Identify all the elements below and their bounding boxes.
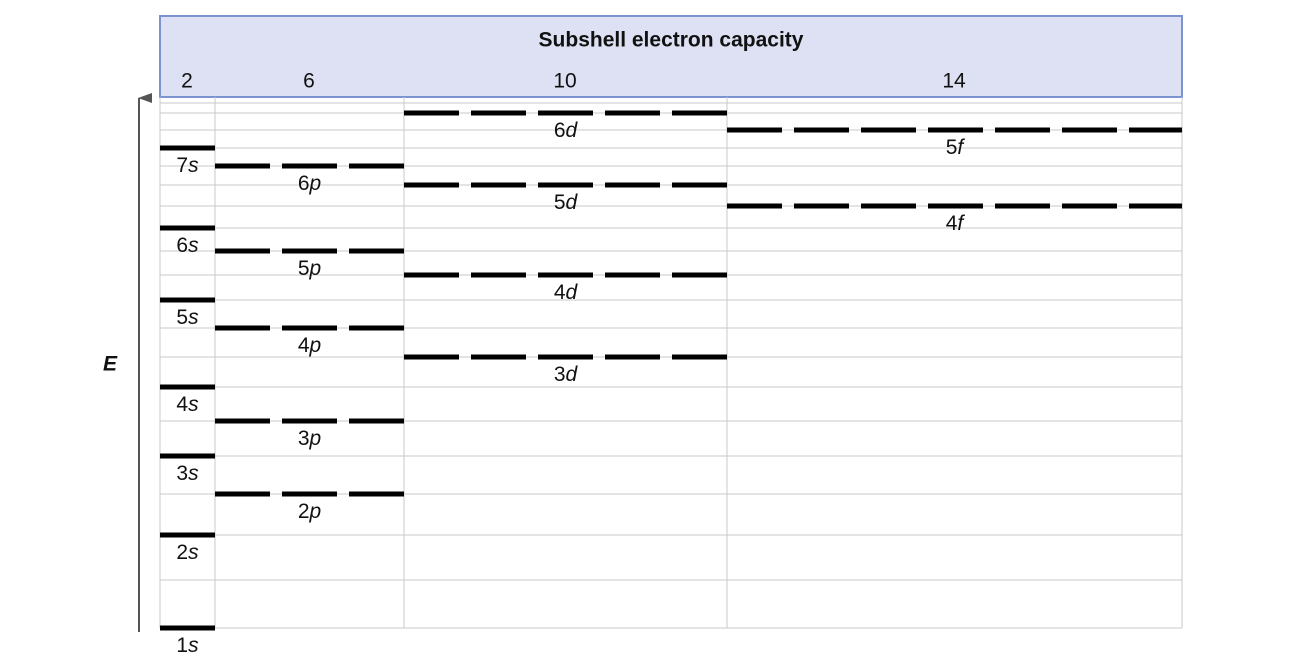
- orbital-label: 5f: [946, 136, 966, 159]
- orbital-label: 6p: [298, 172, 321, 195]
- orbital-label: 4f: [946, 212, 966, 235]
- orbital-label: 2s: [176, 541, 199, 564]
- orbital-label: 5s: [176, 306, 199, 329]
- header-band: [159, 15, 1183, 98]
- orbital-label: 3s: [176, 462, 199, 485]
- header-title: Subshell electron capacity: [539, 29, 804, 52]
- orbital-label: 4p: [298, 334, 321, 357]
- orbital-label: 4d: [554, 281, 579, 304]
- capacity: 6: [303, 70, 315, 93]
- orbital-label: 6s: [176, 234, 199, 257]
- capacity: 10: [553, 70, 576, 93]
- axis-label: E: [103, 353, 118, 376]
- orbital-label: 1s: [176, 634, 199, 657]
- orbital-label: 2p: [298, 500, 321, 523]
- orbital-label: 5d: [554, 191, 579, 214]
- orbital-label: 3d: [554, 363, 579, 386]
- orbital-label: 7s: [176, 154, 199, 177]
- capacity: 2: [181, 70, 193, 93]
- orbital-label: 3p: [298, 427, 321, 450]
- orbital-label: 4s: [176, 393, 199, 416]
- orbital-label: 5p: [298, 257, 321, 280]
- levels: 1s 2s 3s 4s 5s 6s 7s 2p 3p 4p 5p 6p 3d 4d 5d 6d 4f 5f: [160, 110, 1182, 657]
- capacity: 14: [942, 70, 966, 93]
- orbital-label: 6d: [554, 119, 579, 142]
